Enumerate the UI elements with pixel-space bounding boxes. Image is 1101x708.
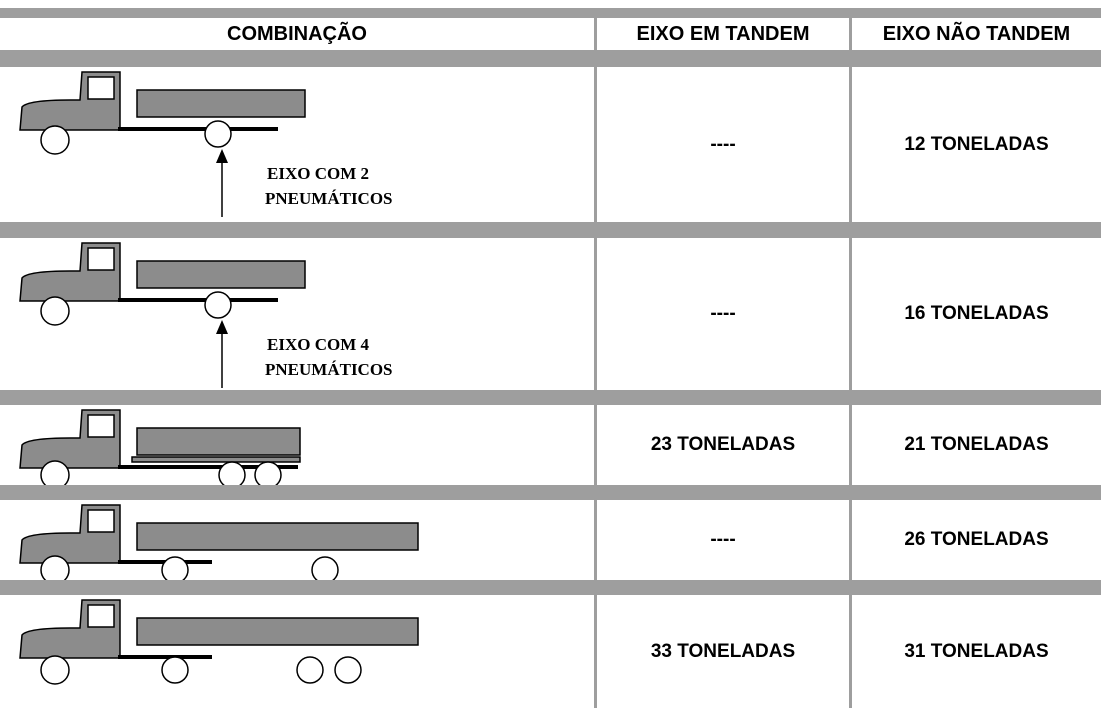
combination-cell: [0, 500, 597, 580]
cab-window: [87, 509, 115, 533]
combination-cell: EIXO COM 2 PNEUMÁTICOS: [0, 67, 597, 222]
table-row: COMBINAÇÃO EIXO EM TANDEM EIXO NÃO TANDEM: [0, 18, 1101, 50]
non-tandem-cell: 31 TONELADAS: [904, 640, 1049, 662]
non-tandem-cell: 26 TONELADAS: [904, 529, 1049, 550]
wheel: [40, 460, 70, 485]
wheel: [40, 555, 70, 580]
trailer: [136, 617, 419, 646]
non-tandem-cell: 12 TONELADAS: [904, 133, 1049, 155]
axle-note: EIXO COM 2: [267, 164, 369, 183]
table-row: EIXO COM 4 PNEUMÁTICOS ---- 16 TONELADAS: [0, 238, 1101, 390]
axle-note: PNEUMÁTICOS: [265, 360, 393, 379]
tandem-cell: ----: [597, 238, 852, 390]
cab-window: [87, 604, 115, 628]
separator: [0, 580, 1101, 595]
trailer: [136, 260, 306, 289]
truck-drawing: EIXO COM 4 PNEUMÁTICOS: [19, 242, 393, 388]
wheel: [296, 656, 324, 684]
cab-window: [87, 414, 115, 438]
trailer: [136, 427, 301, 456]
header-cell: EIXO EM TANDEM: [597, 18, 852, 50]
separator: [0, 8, 1101, 18]
combination-cell: [0, 595, 597, 708]
wheel: [218, 461, 246, 485]
wheel: [40, 655, 70, 685]
combination-cell: [0, 405, 597, 485]
table-row: 23 TONELADAS 21 TONELADAS: [0, 405, 1101, 485]
truck-drawing: [19, 504, 419, 580]
tandem-cell: 33 TONELADAS: [597, 595, 852, 708]
truck-drawing: EIXO COM 2 PNEUMÁTICOS: [19, 71, 393, 217]
table-row: ---- 26 TONELADAS: [0, 500, 1101, 580]
tandem-cell: ----: [597, 67, 852, 222]
tandem-cell: 23 TONELADAS: [597, 405, 852, 485]
table-row: 33 TONELADAS 31 TONELADAS: [0, 595, 1101, 708]
arrow-head: [216, 149, 228, 163]
tandem-cell: ----: [597, 500, 852, 580]
axle-note: EIXO COM 4: [267, 335, 370, 354]
non-tandem-cell: 16 TONELADAS: [904, 303, 1049, 324]
wheel: [204, 291, 232, 319]
wheel: [334, 656, 362, 684]
trailer-base: [131, 456, 301, 463]
header-cell: COMBINAÇÃO: [0, 18, 597, 50]
table-row: EIXO COM 2 PNEUMÁTICOS ---- 12 TONELADAS: [0, 67, 1101, 222]
wheel: [40, 125, 70, 155]
wheel: [40, 296, 70, 326]
non-tandem-cell: 21 TONELADAS: [904, 434, 1049, 455]
combination-cell: EIXO COM 4 PNEUMÁTICOS: [0, 238, 597, 390]
wheel: [161, 556, 189, 580]
axle-note: PNEUMÁTICOS: [265, 189, 393, 208]
cab-window: [87, 76, 115, 100]
wheel: [161, 656, 189, 684]
cab-window: [87, 247, 115, 271]
wheel: [254, 461, 282, 485]
wheel: [311, 556, 339, 580]
separator: [0, 485, 1101, 500]
trailer: [136, 522, 419, 551]
trailer: [136, 89, 306, 118]
arrow-head: [216, 320, 228, 334]
header-cell: EIXO NÃO TANDEM: [882, 22, 1071, 45]
separator: [0, 390, 1101, 405]
separator: [0, 50, 1101, 67]
separator: [0, 222, 1101, 238]
wheel: [204, 120, 232, 148]
truck-drawing: [19, 599, 419, 685]
truck-drawing: [19, 409, 301, 485]
